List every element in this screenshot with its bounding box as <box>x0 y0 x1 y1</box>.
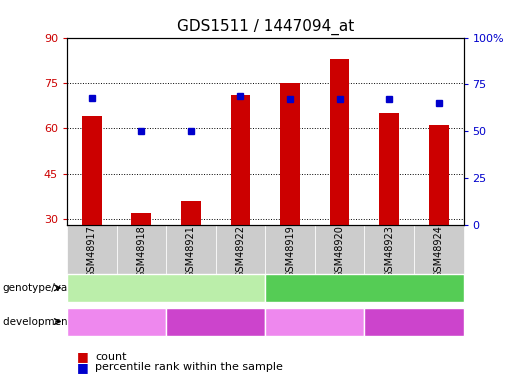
FancyBboxPatch shape <box>265 225 315 278</box>
Text: GSM48923: GSM48923 <box>384 225 394 278</box>
Bar <box>181 201 201 225</box>
Text: E8.5: E8.5 <box>302 315 328 328</box>
FancyBboxPatch shape <box>414 225 464 278</box>
Bar <box>82 116 101 225</box>
Text: genotype/variation: genotype/variation <box>3 283 101 293</box>
Text: GSM48921: GSM48921 <box>186 225 196 278</box>
Text: development stage: development stage <box>3 316 104 327</box>
FancyBboxPatch shape <box>116 225 166 278</box>
Bar <box>379 113 399 225</box>
Text: RUNX1 knockout: RUNX1 knockout <box>315 281 414 294</box>
Text: wild type: wild type <box>139 281 193 294</box>
FancyBboxPatch shape <box>67 225 116 278</box>
Text: ■: ■ <box>77 351 89 363</box>
FancyBboxPatch shape <box>166 225 216 278</box>
FancyBboxPatch shape <box>216 225 265 278</box>
Bar <box>131 213 151 225</box>
Text: E12: E12 <box>403 315 425 328</box>
Bar <box>231 95 250 225</box>
Text: GSM48922: GSM48922 <box>235 225 246 278</box>
Bar <box>429 125 449 225</box>
Text: percentile rank within the sample: percentile rank within the sample <box>95 363 283 372</box>
Text: GSM48917: GSM48917 <box>87 225 97 278</box>
Text: GSM48924: GSM48924 <box>434 225 444 278</box>
FancyBboxPatch shape <box>315 225 365 278</box>
FancyBboxPatch shape <box>365 225 414 278</box>
Bar <box>330 58 350 225</box>
Text: GSM48919: GSM48919 <box>285 225 295 278</box>
Text: E8.5: E8.5 <box>104 315 129 328</box>
Text: ■: ■ <box>77 361 89 374</box>
Bar <box>280 83 300 225</box>
Text: E12: E12 <box>204 315 227 328</box>
Title: GDS1511 / 1447094_at: GDS1511 / 1447094_at <box>177 18 354 35</box>
Text: GSM48918: GSM48918 <box>136 225 146 278</box>
Text: count: count <box>95 352 127 362</box>
Text: GSM48920: GSM48920 <box>335 225 345 278</box>
